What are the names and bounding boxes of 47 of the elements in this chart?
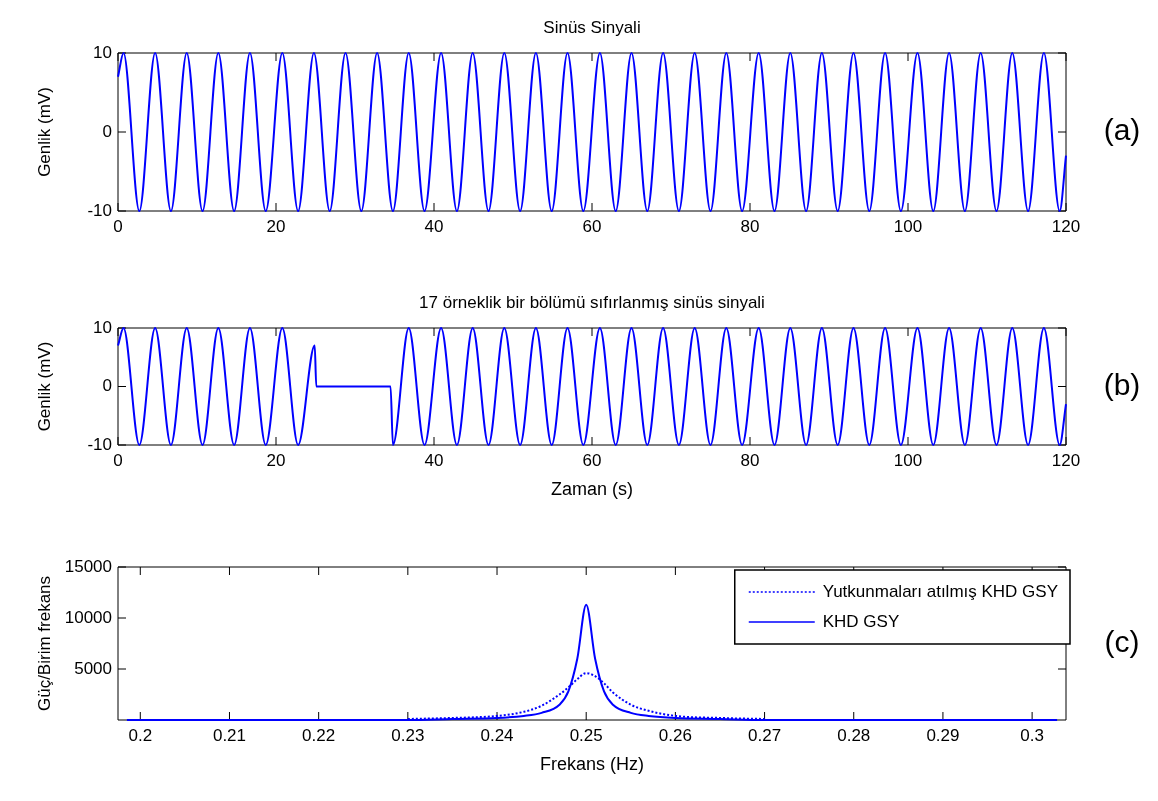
y-tick-label: -10: [87, 434, 112, 454]
x-tick-label: 80: [740, 450, 760, 470]
x-tick-label: 0.29: [926, 725, 960, 745]
x-tick-label: 100: [893, 450, 923, 470]
x-tick-label: 20: [266, 216, 286, 236]
x-tick-label: 40: [424, 450, 444, 470]
x-tick-label: 0.23: [391, 725, 425, 745]
x-tick-label: 0.26: [658, 725, 692, 745]
x-tick-label: 120: [1051, 450, 1081, 470]
y-tick-label: 10: [93, 42, 112, 62]
x-tick-label: 60: [582, 450, 602, 470]
chart-title: Sinüs Sinyali: [543, 18, 641, 38]
text: (c): [1104, 624, 1140, 658]
y-tick-label: 0: [102, 376, 112, 396]
y-axis-title: Genlik (mV): [35, 87, 55, 177]
line-series: [117, 52, 1067, 212]
x-tick-label: 20: [266, 450, 286, 470]
x-tick-label: 0.27: [748, 725, 782, 745]
x-tick-label: 0.3: [1020, 725, 1044, 745]
x-tick-label: 100: [893, 216, 923, 236]
x-axis-title: Frekans (Hz): [539, 753, 645, 774]
y-tick-label: 10: [93, 317, 112, 337]
y-tick-label: 0: [102, 121, 112, 141]
text: (b): [1103, 367, 1141, 401]
y-tick-label: 10000: [64, 607, 112, 627]
x-tick-label: 0.28: [837, 725, 871, 745]
y-axis-title: Genlik (mV): [35, 341, 55, 432]
text: (a): [1103, 113, 1141, 147]
legend-label: KHD GSY: [822, 611, 900, 631]
x-tick-label: 80: [740, 216, 760, 236]
x-tick-label: 0.25: [569, 725, 603, 745]
y-tick-label: 15000: [64, 556, 112, 576]
x-tick-label: 0.2: [128, 725, 153, 745]
x-tick-label: 120: [1051, 216, 1081, 236]
chart-title: 17 örneklik bir bölümü sıfırlanmış sinüs sinyali: [419, 293, 765, 313]
y-tick-label: 5000: [74, 658, 112, 678]
x-tick-label: 40: [424, 216, 444, 236]
y-axis-title: Güç/Birim frekans: [35, 575, 55, 712]
x-axis-title: Zaman (s): [550, 478, 634, 499]
y-tick-label: -10: [87, 200, 112, 220]
line-series: [125, 603, 1059, 721]
legend-label: Yutkunmaları atılmış KHD GSY: [822, 581, 1059, 601]
x-tick-label: 0.22: [302, 725, 336, 745]
line-series: [117, 327, 1067, 446]
x-tick-label: 0.21: [212, 725, 247, 745]
x-tick-label: 0.24: [480, 725, 514, 745]
x-tick-label: 60: [582, 216, 602, 236]
